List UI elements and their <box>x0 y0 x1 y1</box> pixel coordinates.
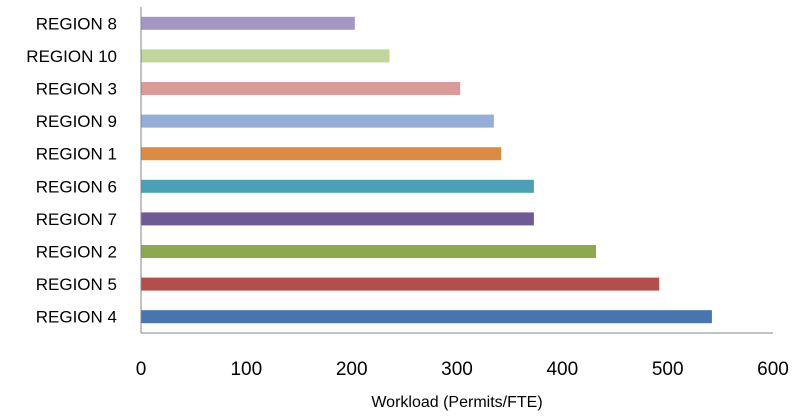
x-tick-label: 600 <box>757 359 789 380</box>
category-label-region-7: REGION 7 <box>36 210 117 229</box>
x-tick-label: 100 <box>230 359 262 380</box>
category-label-region-6: REGION 6 <box>36 177 117 196</box>
bar-region-10 <box>141 49 390 62</box>
x-tick-label: 300 <box>441 359 473 380</box>
x-tick-label: 0 <box>136 359 147 380</box>
category-labels: REGION 8 REGION 10 REGION 3 REGION 9 REGION … <box>26 14 117 326</box>
category-label-region-9: REGION 9 <box>36 112 117 131</box>
x-tick-labels: 0 100 200 300 400 500 600 <box>136 359 789 380</box>
bar-region-3 <box>141 82 460 95</box>
category-label-region-8: REGION 8 <box>36 14 117 33</box>
category-label-region-1: REGION 1 <box>36 145 117 164</box>
bars-group <box>141 17 712 323</box>
category-label-region-3: REGION 3 <box>36 80 117 99</box>
category-label-region-5: REGION 5 <box>36 275 117 294</box>
category-label-region-10: REGION 10 <box>26 47 117 66</box>
bar-region-9 <box>141 115 494 128</box>
x-tick-label: 500 <box>652 359 684 380</box>
bar-region-7 <box>141 212 534 225</box>
x-axis-title: Workload (Permits/FTE) <box>371 394 542 411</box>
category-label-region-4: REGION 4 <box>36 308 117 327</box>
bar-region-4 <box>141 310 712 323</box>
bar-region-5 <box>141 278 659 291</box>
bar-region-1 <box>141 147 501 160</box>
category-label-region-2: REGION 2 <box>36 243 117 262</box>
x-tick-label: 200 <box>336 359 368 380</box>
bar-region-2 <box>141 245 596 258</box>
bar-region-6 <box>141 180 534 193</box>
bar-region-8 <box>141 17 355 30</box>
x-tick-label: 400 <box>546 359 578 380</box>
